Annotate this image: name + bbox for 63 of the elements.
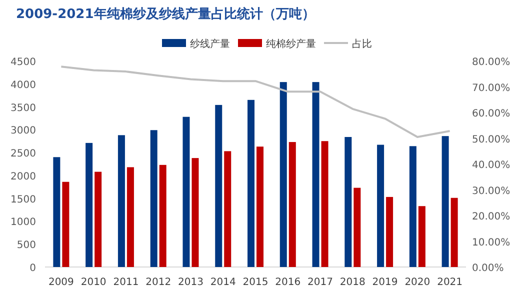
line-series [60, 66, 451, 138]
x-tick-label: 2010 [80, 277, 106, 288]
y-tick-label: 1500 [10, 194, 36, 206]
bar [386, 196, 394, 267]
bar [62, 182, 70, 267]
bar [377, 144, 384, 267]
bar [94, 172, 102, 267]
y2-tick-label: 50.00% [472, 134, 510, 146]
x-tick-label: 2021 [437, 277, 463, 288]
y-tick-label: 2000 [10, 171, 36, 182]
bar [53, 157, 60, 267]
y2-tick-label: 30.00% [472, 186, 510, 197]
x-tick-label: 2014 [210, 277, 236, 288]
x-tick-label: 2009 [48, 277, 74, 288]
y2-tick-label: 40.00% [472, 160, 510, 171]
bar [86, 142, 93, 267]
x-tick-label: 2011 [113, 277, 139, 288]
x-tick-label: 2016 [275, 277, 301, 288]
x-tick-label: 2020 [404, 277, 430, 288]
bar [256, 146, 264, 267]
bar [321, 141, 328, 267]
bar [118, 135, 125, 267]
bar [224, 151, 232, 267]
legend-label: 纯棉纱产量 [266, 38, 316, 50]
legend-label: 纱线产量 [190, 38, 230, 50]
y-tick-label: 1000 [10, 217, 36, 228]
bar [182, 116, 190, 267]
x-tick-label: 2013 [178, 277, 204, 288]
bar [215, 104, 222, 267]
y2-tick-label: 20.00% [472, 212, 510, 222]
bar [344, 136, 352, 267]
bar [409, 146, 416, 267]
bar [126, 167, 134, 267]
y-tick-label: 4500 [10, 57, 36, 68]
bar [280, 82, 287, 267]
x-tick-label: 2015 [242, 277, 268, 288]
bar [418, 206, 426, 267]
y-tick-label: 0 [30, 263, 36, 274]
y2-tick-label: 70.00% [472, 82, 510, 94]
y2-tick-label: 0.00% [472, 263, 504, 274]
bar [248, 100, 254, 267]
y-tick-label: 500 [16, 240, 36, 252]
bar [159, 164, 166, 267]
bar [354, 188, 361, 267]
bar [312, 82, 320, 267]
bar [442, 136, 449, 267]
y-tick-label: 4000 [10, 80, 36, 91]
y2-tick-label: 10.00% [472, 237, 510, 248]
x-tick-label: 2017 [308, 277, 333, 288]
x-tick-label: 2019 [372, 277, 398, 288]
y-tick-label: 2500 [10, 148, 36, 160]
bar [192, 158, 199, 267]
chart-title: 2009-2021年纯棉纱及纱线产量占比统计（万吨） [16, 6, 315, 22]
x-tick-label: 2018 [340, 277, 366, 288]
y-tick-label: 3500 [10, 102, 36, 114]
y2-tick-label: 60.00% [472, 108, 510, 120]
bar [450, 198, 458, 267]
legend-label: 占比 [352, 38, 372, 50]
y-tick-label: 3000 [10, 126, 36, 137]
bar [288, 142, 296, 267]
bar [150, 130, 158, 267]
y2-tick-label: 80.00% [472, 57, 510, 68]
x-tick-label: 2012 [146, 277, 172, 288]
